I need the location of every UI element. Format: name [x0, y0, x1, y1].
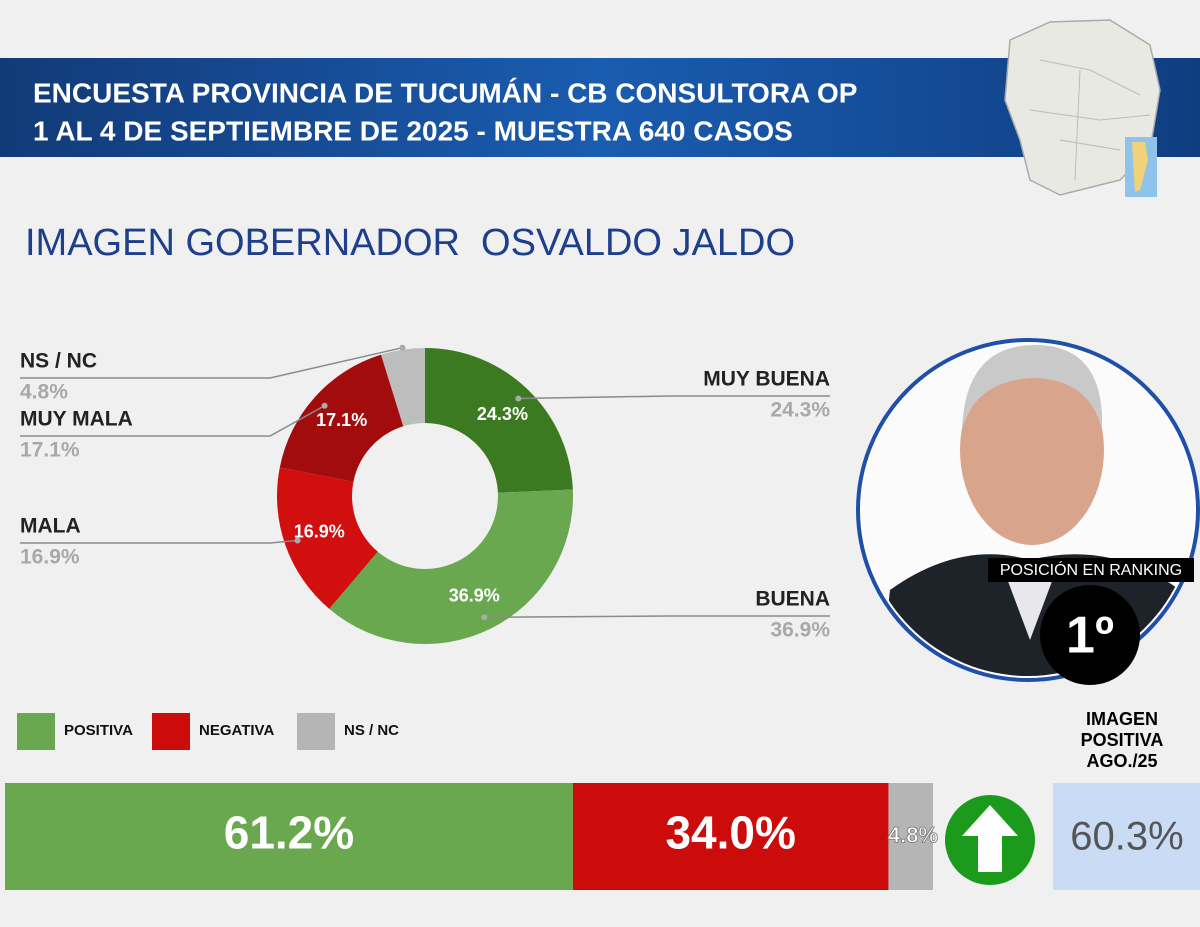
donut-slice	[329, 489, 573, 644]
slice-label: 24.3%	[477, 404, 528, 424]
leader-dot	[399, 344, 406, 351]
bar-segment	[5, 783, 573, 890]
previous-label: POSITIVA	[1081, 730, 1164, 750]
category-label: MUY MALA	[20, 408, 133, 431]
previous-label: AGO./25	[1086, 751, 1157, 771]
ranking-position: 1º	[1066, 607, 1114, 665]
leader-dot	[321, 402, 328, 409]
bar-segment	[888, 783, 933, 890]
slice-label: 36.9%	[449, 585, 500, 605]
legend-swatch	[297, 713, 335, 750]
previous-box	[1053, 783, 1200, 890]
donut-slice	[425, 348, 573, 493]
ranking-label: POSICIÓN EN RANKING	[1000, 560, 1182, 579]
donut-slice	[381, 348, 425, 427]
header-title: 1 AL 4 DE SEPTIEMBRE DE 2025 - MUESTRA 6…	[33, 115, 793, 146]
category-value: 16.9%	[20, 546, 80, 569]
legend-label: NEGATIVA	[199, 722, 274, 739]
leader-dot	[515, 395, 522, 402]
slice-label: 16.9%	[294, 522, 345, 542]
donut-slice	[277, 467, 378, 609]
legend-label: NS / NC	[344, 722, 399, 739]
slice-label: 17.1%	[316, 410, 367, 430]
donut-slice	[279, 354, 404, 482]
bar-label: 34.0%	[665, 807, 795, 859]
category-value: 4.8%	[20, 381, 68, 404]
leader-line	[20, 539, 298, 544]
header-band	[0, 58, 1200, 157]
header-title: ENCUESTA PROVINCIA DE TUCUMÁN - CB CONSU…	[33, 77, 857, 108]
bar-segment	[572, 783, 889, 890]
bar-label: 4.8%	[888, 822, 938, 847]
leader-dot	[294, 537, 301, 544]
legend-swatch	[17, 713, 55, 750]
leader-dot	[481, 614, 488, 621]
previous-label: IMAGEN	[1086, 709, 1158, 729]
category-value: 36.9%	[770, 619, 830, 642]
legend-label: POSITIVA	[64, 722, 133, 739]
leader-line	[20, 346, 403, 379]
category-label: MUY BUENA	[703, 368, 830, 391]
leader-line	[518, 395, 830, 400]
leader-line	[484, 615, 830, 618]
ranking-label-box	[988, 558, 1194, 582]
category-label: NS / NC	[20, 350, 97, 373]
chart-title: IMAGEN GOBERNADOR OSVALDO JALDO	[25, 222, 795, 264]
category-value: 24.3%	[770, 399, 830, 422]
ranking-badge	[1040, 585, 1140, 685]
category-label: MALA	[20, 515, 81, 538]
photo	[856, 338, 1200, 682]
leader-line	[20, 405, 325, 437]
bar-label: 61.2%	[224, 807, 354, 859]
trend-arrow	[945, 795, 1035, 885]
category-label: BUENA	[755, 588, 830, 611]
legend-swatch	[152, 713, 190, 750]
previous-value: 60.3%	[1070, 815, 1183, 859]
category-value: 17.1%	[20, 439, 80, 462]
map	[1004, 19, 1161, 197]
